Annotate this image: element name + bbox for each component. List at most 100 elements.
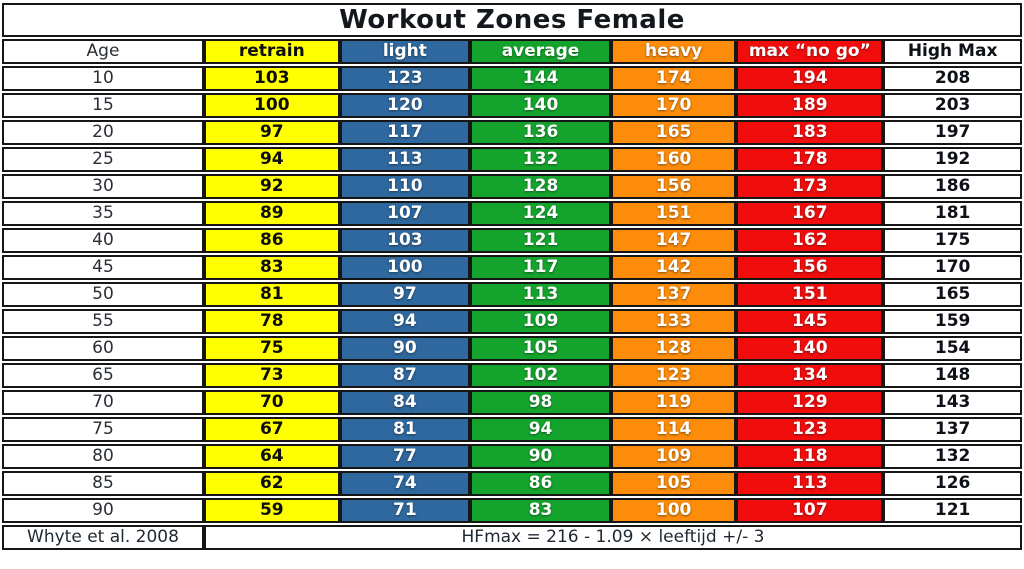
table-row: 85 62 74 86 105 113 126 [2, 471, 1022, 496]
cell-average: 86 [470, 471, 611, 496]
cell-max_no_go: 173 [736, 174, 884, 199]
cell-heavy: 105 [610, 471, 737, 496]
cell-max_no_go: 145 [736, 309, 884, 334]
cell-light: 100 [339, 255, 471, 280]
table-row: 70 70 84 98 119 129 143 [2, 390, 1022, 415]
cell-light: 113 [339, 147, 471, 172]
header-cell-light: light [339, 39, 471, 64]
cell-max_no_go: 140 [736, 336, 884, 361]
cell-light: 71 [339, 498, 471, 523]
header-cell-retrain: retrain [203, 39, 340, 64]
cell-age: 85 [2, 471, 204, 496]
table-row: 50 81 97 113 137 151 165 [2, 282, 1022, 307]
table-body: 10 103 123 144 174 194 208 15 100 120 140 170 189 203… [2, 66, 1022, 523]
workout-zones-table: Workout Zones Female Age retrain light aver… [2, 1, 1022, 552]
table-row: 30 92 110 128 156 173 186 [2, 174, 1022, 199]
cell-age: 80 [2, 444, 204, 469]
cell-retrain: 83 [203, 255, 340, 280]
cell-high_max: 165 [883, 282, 1022, 307]
cell-retrain: 75 [203, 336, 340, 361]
cell-average: 109 [470, 309, 611, 334]
table-row: 75 67 81 94 114 123 137 [2, 417, 1022, 442]
header-cell-average: average [470, 39, 611, 64]
cell-heavy: 128 [610, 336, 737, 361]
cell-retrain: 64 [203, 444, 340, 469]
cell-age: 30 [2, 174, 204, 199]
cell-max_no_go: 194 [736, 66, 884, 91]
cell-high_max: 132 [883, 444, 1022, 469]
cell-max_no_go: 129 [736, 390, 884, 415]
page-title: Workout Zones Female [2, 3, 1022, 37]
cell-high_max: 143 [883, 390, 1022, 415]
table-row: 35 89 107 124 151 167 181 [2, 201, 1022, 226]
table-foot: Whyte et al. 2008 HFmax = 216 - 1.09 × l… [2, 525, 1022, 550]
cell-heavy: 147 [610, 228, 737, 253]
cell-max_no_go: 178 [736, 147, 884, 172]
cell-light: 84 [339, 390, 471, 415]
cell-light: 77 [339, 444, 471, 469]
cell-max_no_go: 151 [736, 282, 884, 307]
cell-retrain: 100 [203, 93, 340, 118]
cell-heavy: 109 [610, 444, 737, 469]
cell-high_max: 159 [883, 309, 1022, 334]
cell-light: 117 [339, 120, 471, 145]
cell-max_no_go: 189 [736, 93, 884, 118]
cell-average: 124 [470, 201, 611, 226]
table-row: 65 73 87 102 123 134 148 [2, 363, 1022, 388]
cell-retrain: 103 [203, 66, 340, 91]
cell-age: 40 [2, 228, 204, 253]
table-row: 80 64 77 90 109 118 132 [2, 444, 1022, 469]
cell-high_max: 181 [883, 201, 1022, 226]
cell-retrain: 59 [203, 498, 340, 523]
cell-age: 75 [2, 417, 204, 442]
cell-average: 113 [470, 282, 611, 307]
hfmax-formula: HFmax = 216 - 1.09 × leeftijd +/- 3 [203, 525, 1022, 550]
table-head: Workout Zones Female Age retrain light aver… [2, 3, 1022, 64]
cell-max_no_go: 162 [736, 228, 884, 253]
cell-age: 70 [2, 390, 204, 415]
cell-light: 120 [339, 93, 471, 118]
cell-light: 90 [339, 336, 471, 361]
cell-average: 90 [470, 444, 611, 469]
cell-high_max: 192 [883, 147, 1022, 172]
cell-average: 140 [470, 93, 611, 118]
cell-retrain: 94 [203, 147, 340, 172]
cell-age: 90 [2, 498, 204, 523]
cell-average: 94 [470, 417, 611, 442]
cell-heavy: 119 [610, 390, 737, 415]
cell-age: 55 [2, 309, 204, 334]
cell-high_max: 148 [883, 363, 1022, 388]
cell-heavy: 174 [610, 66, 737, 91]
cell-average: 117 [470, 255, 611, 280]
cell-high_max: 203 [883, 93, 1022, 118]
cell-age: 35 [2, 201, 204, 226]
cell-light: 123 [339, 66, 471, 91]
title-row: Workout Zones Female [2, 3, 1022, 37]
cell-light: 74 [339, 471, 471, 496]
cell-max_no_go: 167 [736, 201, 884, 226]
cell-average: 132 [470, 147, 611, 172]
cell-age: 45 [2, 255, 204, 280]
cell-light: 103 [339, 228, 471, 253]
cell-retrain: 92 [203, 174, 340, 199]
cell-light: 107 [339, 201, 471, 226]
header-cell-max_no_go: max “no go” [736, 39, 884, 64]
cell-light: 94 [339, 309, 471, 334]
cell-age: 60 [2, 336, 204, 361]
cell-heavy: 156 [610, 174, 737, 199]
cell-age: 25 [2, 147, 204, 172]
table-row: 60 75 90 105 128 140 154 [2, 336, 1022, 361]
cell-light: 97 [339, 282, 471, 307]
footer-row: Whyte et al. 2008 HFmax = 216 - 1.09 × l… [2, 525, 1022, 550]
cell-heavy: 114 [610, 417, 737, 442]
cell-high_max: 154 [883, 336, 1022, 361]
header-cell-high_max: High Max [883, 39, 1022, 64]
cell-average: 121 [470, 228, 611, 253]
header-cell-heavy: heavy [610, 39, 737, 64]
cell-high_max: 175 [883, 228, 1022, 253]
cell-max_no_go: 123 [736, 417, 884, 442]
cell-high_max: 170 [883, 255, 1022, 280]
cell-heavy: 165 [610, 120, 737, 145]
cell-retrain: 97 [203, 120, 340, 145]
cell-max_no_go: 113 [736, 471, 884, 496]
